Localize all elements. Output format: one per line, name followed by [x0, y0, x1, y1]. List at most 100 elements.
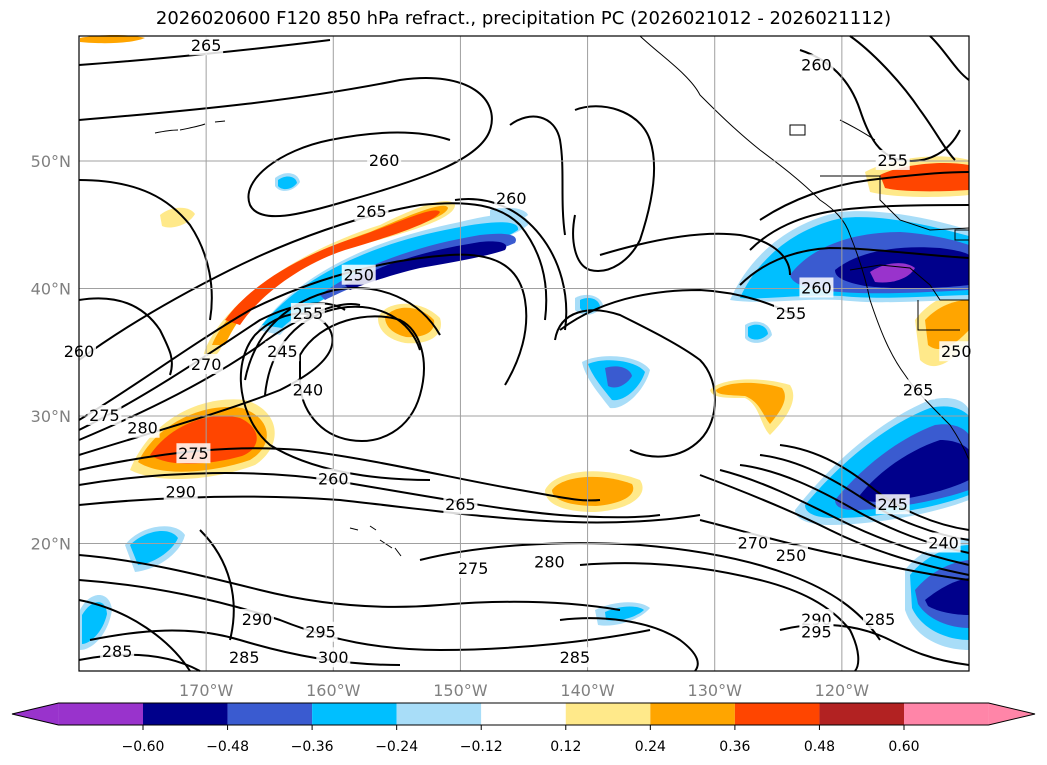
precip-area — [385, 307, 435, 338]
contour-label-bg — [456, 557, 491, 578]
contour-label: 280 — [127, 419, 158, 438]
contour-label: 285 — [865, 610, 896, 629]
contour-label: 270 — [191, 355, 222, 374]
precip-area — [80, 35, 145, 44]
coastline-segment — [349, 525, 402, 557]
precip-area — [82, 602, 107, 644]
colorbar-bin — [396, 703, 482, 725]
contour-label-bg — [341, 264, 376, 285]
contour-label: 260 — [369, 151, 400, 170]
contour-label-bg — [316, 647, 351, 668]
contour-label-bg — [875, 494, 910, 515]
contour-label: 240 — [293, 380, 324, 399]
contour-label-bg — [532, 551, 567, 572]
contour-label: 280 — [534, 553, 565, 572]
contour-line — [244, 287, 441, 381]
contour-label-bg — [494, 188, 529, 209]
contour-label-bg — [799, 277, 834, 298]
contour-label-bg — [163, 481, 198, 502]
contour-label: 260 — [801, 55, 832, 74]
contour-line — [78, 202, 548, 361]
colorbar-tick-label: −0.24 — [375, 739, 418, 755]
contour-label-bg — [265, 341, 300, 362]
contour-label: 245 — [267, 342, 298, 361]
coastline-segment — [789, 124, 806, 136]
contour-label-bg — [875, 149, 910, 170]
contour-label: 295 — [305, 623, 336, 642]
contour-label: 290 — [165, 482, 196, 501]
contour-label-bg — [774, 545, 808, 566]
lon-label: 170°W — [179, 681, 234, 700]
lat-label: 40°N — [31, 279, 71, 298]
contour-line — [719, 469, 970, 566]
colorbar-tick-label: −0.12 — [460, 739, 503, 755]
colorbar-tick-label: 0.60 — [888, 739, 919, 755]
contour-label-bg — [799, 621, 834, 642]
contour-line — [419, 542, 881, 641]
contour-line — [78, 253, 528, 421]
lon-label: 130°W — [688, 681, 743, 700]
coastline-segment — [820, 175, 970, 231]
contour-label-bg — [799, 54, 834, 75]
contour-line — [799, 49, 961, 162]
contour-line — [199, 529, 235, 641]
colorbar-outline — [11, 702, 1036, 726]
contour-line — [78, 554, 621, 611]
contour-label-bg — [557, 647, 592, 668]
contour-label: 270 — [738, 533, 769, 552]
precip-area — [278, 176, 297, 190]
contour-line — [849, 35, 956, 161]
contour-label: 265 — [445, 495, 476, 514]
lon-label: 150°W — [433, 681, 488, 700]
contour-label: 295 — [801, 623, 832, 642]
coastline-segment — [179, 123, 206, 131]
contour-line — [559, 288, 801, 331]
latitude-labels: 50°N 40°N 30°N 20°N — [31, 152, 71, 554]
precip-area — [748, 324, 768, 340]
contour-line — [509, 115, 566, 236]
colorbar-tick-label: 0.24 — [635, 739, 666, 755]
contour-label-bg — [367, 149, 402, 170]
lat-label: 20°N — [31, 534, 71, 553]
contour-label: 260 — [318, 470, 349, 489]
coastline-segment — [214, 120, 226, 123]
contour-label: 245 — [877, 495, 908, 514]
colorbar-bin — [312, 703, 397, 725]
contour-label-bg — [290, 379, 325, 400]
precipitation-shading — [80, 35, 969, 650]
lat-label: 30°N — [31, 407, 71, 426]
precip-area — [225, 210, 440, 325]
coastline-segment — [849, 264, 969, 301]
colorbar-tick-label: 0.12 — [550, 739, 581, 755]
colorbar-bin — [650, 703, 735, 725]
precip-area — [880, 163, 969, 192]
coastline-segment — [839, 119, 876, 141]
precip-area — [716, 382, 785, 424]
contour-label: 250 — [941, 342, 972, 361]
colorbar-bin — [143, 703, 228, 725]
contour-line — [572, 105, 656, 272]
contour-label-bg — [735, 532, 770, 553]
contour-label-bg — [100, 640, 135, 661]
chart-title: 2026020600 F120 850 hPa refract., precip… — [155, 8, 892, 29]
coastline-segment — [917, 300, 960, 331]
contour-label: 285 — [102, 642, 133, 661]
precip-area — [130, 530, 178, 565]
lat-label: 50°N — [31, 152, 71, 171]
contour-label: 290 — [242, 610, 273, 629]
contour-label-layer: 265 260 260 265 260 255 250 255 260 270 245 240 275 2… — [62, 35, 974, 668]
contour-line — [599, 232, 791, 276]
contour-line — [559, 617, 699, 672]
coastline — [154, 35, 970, 557]
contour-line — [78, 495, 701, 524]
contour-label-bg — [354, 200, 389, 221]
colorbar-bin — [481, 703, 566, 725]
contour-line — [78, 599, 191, 672]
contour-line — [78, 179, 213, 321]
contour-label-bg — [863, 608, 897, 629]
contour-line — [78, 297, 173, 376]
colorbar-tick-label: 0.36 — [719, 739, 750, 755]
lon-label: 120°W — [815, 681, 870, 700]
map-frame — [78, 35, 970, 672]
colorbar-tick-label: 0.48 — [804, 739, 835, 755]
